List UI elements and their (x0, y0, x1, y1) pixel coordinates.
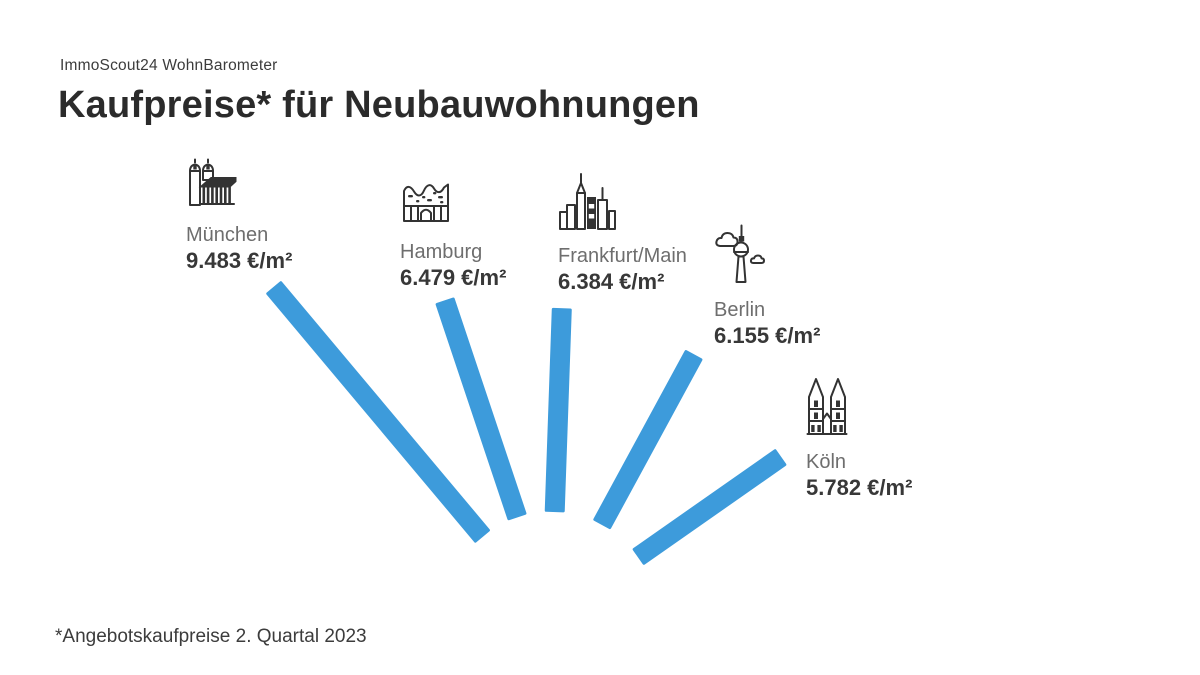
city-price: 6.479 €/m² (400, 265, 507, 290)
ray-berlin (593, 350, 703, 530)
city-block-koeln: Köln 5.782 €/m² (806, 375, 912, 501)
city-price: 6.155 €/m² (714, 323, 821, 348)
page-title: Kaufpreise* für Neubauwohnungen (58, 84, 700, 126)
frauenkirche-icon (186, 158, 292, 208)
city-block-berlin: Berlin 6.155 €/m² (714, 224, 820, 349)
skyline-icon (558, 171, 687, 233)
kicker: ImmoScout24 WohnBarometer (60, 57, 278, 74)
footnote: *Angebotskaufpreise 2. Quartal 2023 (55, 626, 367, 647)
city-block-muenchen: München 9.483 €/m² (186, 158, 292, 274)
city-name: Köln (806, 451, 847, 473)
city-name: München (186, 224, 269, 246)
elbphilharmonie-icon (400, 175, 506, 227)
ray-frankfurt (544, 307, 572, 513)
city-price: 6.384 €/m² (558, 269, 665, 294)
fernsehturm-icon (714, 224, 820, 288)
ray-muenchen (266, 281, 490, 543)
city-block-hamburg: Hamburg 6.479 €/m² (400, 175, 506, 291)
city-block-frankfurt: Frankfurt/Main 6.384 €/m² (558, 171, 687, 295)
city-name: Frankfurt/Main (558, 245, 687, 267)
city-name: Berlin (714, 299, 766, 321)
dom-icon (806, 375, 912, 440)
ray-koeln (632, 449, 787, 565)
city-price: 9.483 €/m² (186, 248, 293, 273)
ray-hamburg (435, 297, 527, 521)
city-name: Hamburg (400, 241, 483, 263)
city-price: 5.782 €/m² (806, 475, 913, 500)
